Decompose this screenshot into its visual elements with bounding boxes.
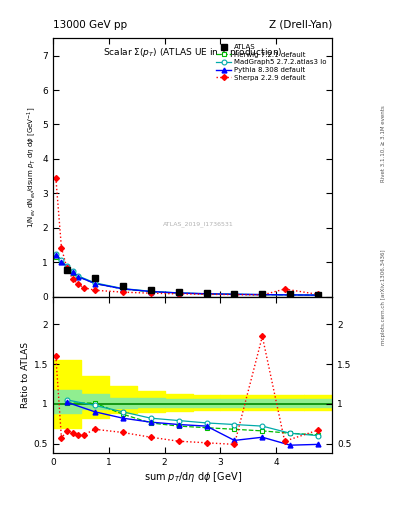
Text: Scalar $\Sigma(p_T)$ (ATLAS UE in Z production): Scalar $\Sigma(p_T)$ (ATLAS UE in Z prod…: [103, 46, 282, 59]
Text: 13000 GeV pp: 13000 GeV pp: [53, 19, 127, 30]
Legend: ATLAS, Herwig 7.2.1 default, MadGraph5 2.7.2.atlas3 lo, Pythia 8.308 default, Sh: ATLAS, Herwig 7.2.1 default, MadGraph5 2…: [214, 42, 329, 83]
X-axis label: sum $p_T$/d$\eta$ d$\phi$ [GeV]: sum $p_T$/d$\eta$ d$\phi$ [GeV]: [143, 470, 242, 484]
Text: ATLAS_2019_I1736531: ATLAS_2019_I1736531: [163, 222, 233, 227]
Y-axis label: 1/N$_{ev}$ dN$_{ev}$/dsum $p_T$ d$\eta$ d$\phi$ [GeV$^{-1}$]: 1/N$_{ev}$ dN$_{ev}$/dsum $p_T$ d$\eta$ …: [26, 107, 38, 228]
Y-axis label: Ratio to ATLAS: Ratio to ATLAS: [21, 342, 29, 408]
Text: Rivet 3.1.10, ≥ 3.1M events: Rivet 3.1.10, ≥ 3.1M events: [381, 105, 386, 182]
Text: Z (Drell-Yan): Z (Drell-Yan): [269, 19, 332, 30]
Text: mcplots.cern.ch [arXiv:1306.3436]: mcplots.cern.ch [arXiv:1306.3436]: [381, 249, 386, 345]
